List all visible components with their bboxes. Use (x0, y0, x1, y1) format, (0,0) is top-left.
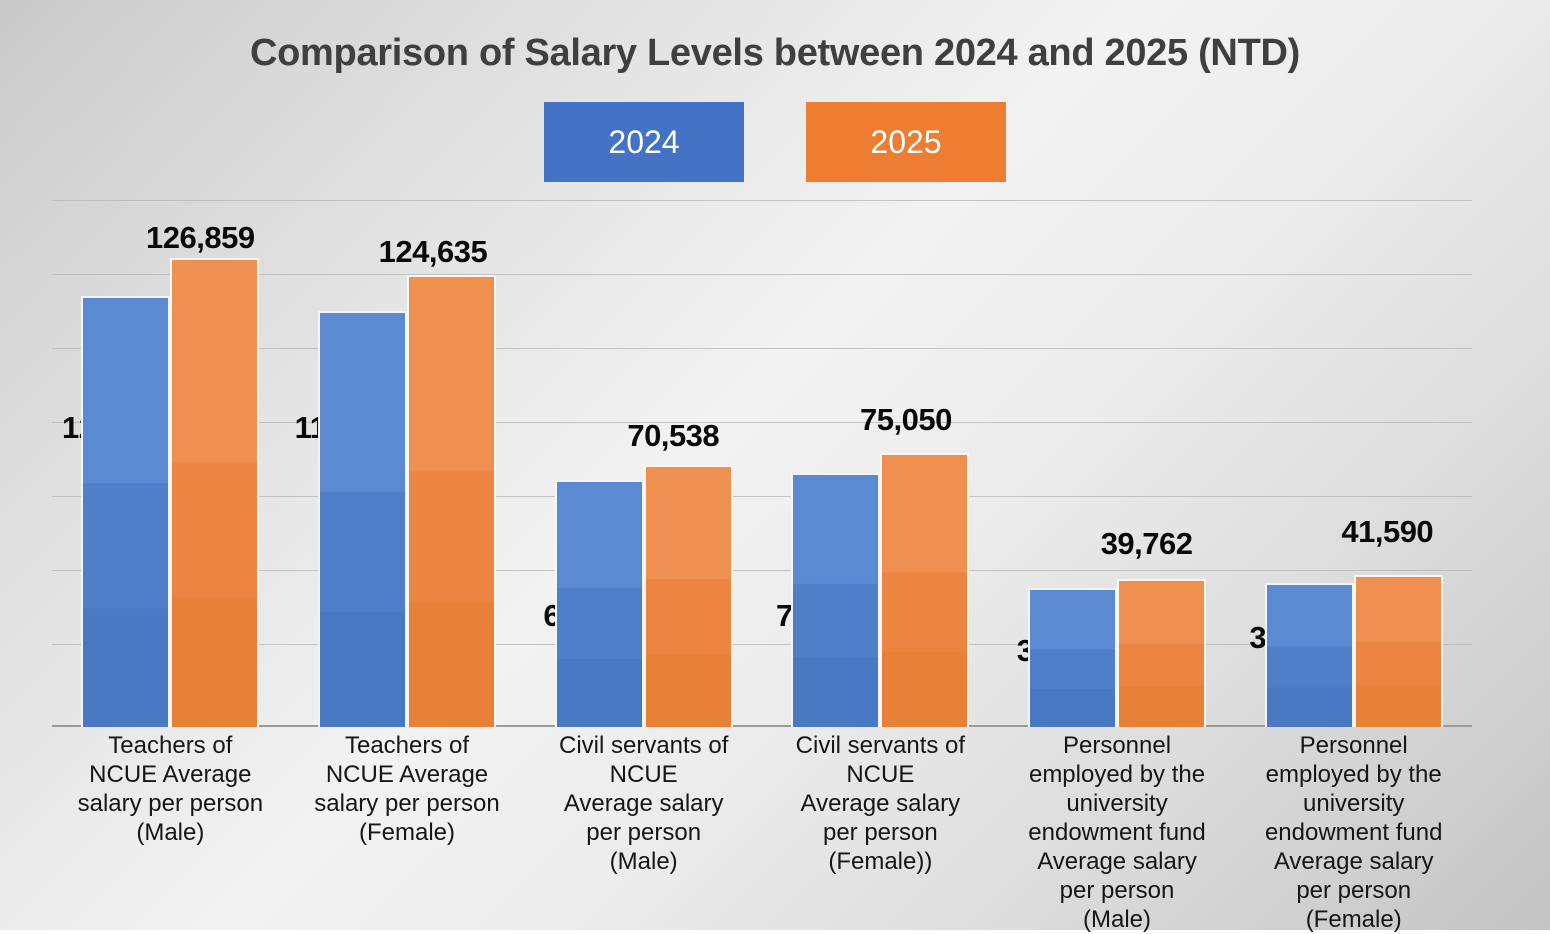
category-label-line: endowment fund (1028, 819, 1206, 846)
category-label-3: Civil servants of NCUE Average salary per p… (762, 731, 999, 934)
category-axis-labels: Teachers of NCUE Average salary per person… (52, 731, 1472, 934)
bar-group-civil-male: 68,165 70,538 (525, 196, 762, 727)
legend-item-2025[interactable]: 2025 (806, 102, 1006, 182)
bar-group-teachers-female: 119,439 124,635 (289, 196, 526, 727)
gridline (52, 570, 1472, 571)
category-label-line: salary per person (314, 790, 500, 817)
category-label-line: Civil servants of (795, 732, 966, 759)
category-label-line: salary per person (77, 790, 264, 817)
bar-2025[interactable] (1353, 575, 1443, 727)
category-label-line: Personnel (1299, 732, 1408, 759)
bar-2024[interactable] (81, 296, 171, 727)
bar-2024[interactable] (1264, 583, 1354, 727)
category-label-2: Civil servants of NCUE Average salary per p… (525, 731, 762, 934)
legend-label-2025: 2025 (870, 123, 942, 160)
bar-2025[interactable] (880, 453, 970, 727)
value-label-2025: 75,050 (860, 402, 952, 437)
category-label-line: (Male) (609, 848, 678, 875)
category-label-0: Teachers of NCUE Average salary per person… (52, 731, 289, 934)
category-label-line: per person (586, 819, 702, 846)
category-label-line: university (1303, 790, 1405, 817)
category-label-line: Average salary (800, 790, 961, 817)
category-label-line: Civil servants of (558, 732, 729, 759)
category-label-line: endowment fund (1264, 819, 1443, 846)
bar-2025[interactable] (170, 258, 260, 727)
category-label-line: NCUE (609, 761, 678, 788)
category-label-line: Average salary (563, 790, 724, 817)
bar-2025[interactable] (643, 465, 733, 727)
category-label-line: per person (1296, 877, 1412, 904)
bar-group-teachers-male: 123,372 126,859 (52, 196, 289, 727)
category-label-4: Personnel employed by the university endowm… (999, 731, 1236, 934)
category-label-5: Personnel employed by the university endowm… (1235, 731, 1472, 934)
bar-groups: 123,372 126,859 119,439 124,635 68,165 7… (52, 196, 1472, 727)
gridline (52, 200, 1472, 201)
category-label-line: NCUE Average (325, 761, 489, 788)
value-label-2025: 124,635 (378, 234, 488, 269)
bar-2025[interactable] (407, 275, 496, 727)
bar-group-endowment-male: 37,862 39,762 (999, 196, 1236, 727)
category-label-line: employed by the (1028, 761, 1206, 788)
category-label-line: employed by the (1265, 761, 1442, 788)
plot-area-gridlines (52, 196, 1472, 728)
value-label-2025: 126,859 (146, 220, 255, 255)
gridline (52, 422, 1472, 423)
category-label-line: Teachers of (108, 732, 233, 759)
gridline (52, 274, 1472, 275)
value-label-2025: 41,590 (1341, 514, 1434, 549)
chart-title: Comparison of Salary Levels between 2024… (250, 32, 1300, 74)
category-label-line: (Female)) (828, 848, 933, 875)
bar-2024[interactable] (1028, 588, 1118, 727)
category-label-line: (Male) (136, 819, 205, 846)
category-label-line: Teachers of (344, 732, 470, 759)
category-label-line: (Male) (1083, 906, 1152, 933)
category-label-line: (Female) (1305, 906, 1402, 933)
x-axis-line (52, 725, 1472, 727)
category-label-line: Average salary (1273, 848, 1434, 875)
bar-group-endowment-female: 39,991 41,590 (1235, 196, 1472, 727)
category-label-line: per person (822, 819, 938, 846)
legend-label-2024: 2024 (608, 123, 680, 160)
value-label-2025: 39,762 (1100, 526, 1193, 561)
gridline (52, 348, 1472, 349)
category-label-line: (Female) (359, 819, 456, 846)
gridline (52, 496, 1472, 497)
category-label-1: Teachers of NCUE Average salary per person… (289, 731, 526, 934)
bar-group-civil-female: 72,188 75,050 (762, 196, 999, 727)
category-label-line: per person (1059, 877, 1175, 904)
category-label-line: NCUE (846, 761, 915, 788)
bar-2025[interactable] (1117, 579, 1207, 727)
bar-2024[interactable] (318, 311, 407, 727)
value-label-2025: 70,538 (627, 418, 720, 453)
bar-2024[interactable] (791, 473, 881, 727)
category-label-line: NCUE Average (89, 761, 252, 788)
chart-legend: 2024 2025 (0, 102, 1550, 182)
category-label-line: Average salary (1037, 848, 1197, 875)
bar-2024[interactable] (554, 480, 644, 727)
category-label-line: Personnel (1062, 732, 1172, 759)
category-label-line: university (1066, 790, 1168, 817)
legend-item-2024[interactable]: 2024 (544, 102, 744, 182)
gridline (52, 644, 1472, 645)
